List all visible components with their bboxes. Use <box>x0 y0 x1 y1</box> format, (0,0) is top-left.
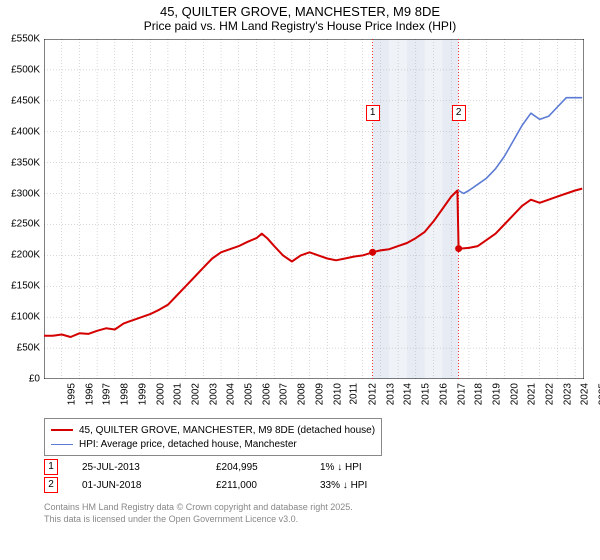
x-axis-label: 2000 <box>155 383 166 405</box>
x-axis-label: 2005 <box>243 383 254 405</box>
y-axis-label: £450K <box>11 95 40 106</box>
y-axis-label: £500K <box>11 64 40 75</box>
transaction-date: 25-JUL-2013 <box>82 462 192 473</box>
attribution-footer: Contains HM Land Registry data © Crown c… <box>44 502 353 525</box>
x-axis-label: 1998 <box>119 383 130 405</box>
x-axis-label: 2022 <box>544 383 555 405</box>
y-axis-label: £300K <box>11 188 40 199</box>
x-axis-label: 2019 <box>491 383 502 405</box>
x-axis-label: 2016 <box>438 383 449 405</box>
footer-line1: Contains HM Land Registry data © Crown c… <box>44 502 353 514</box>
x-axis-label: 2017 <box>456 383 467 405</box>
x-axis-label: 2023 <box>562 383 573 405</box>
x-axis-label: 2012 <box>367 383 378 405</box>
x-axis-label: 1995 <box>66 383 77 405</box>
transaction-row: 1 25-JUL-2013 £204,995 1% ↓ HPI <box>44 458 420 476</box>
line-chart <box>44 39 584 379</box>
legend-swatch <box>51 444 73 445</box>
x-axis-label: 2024 <box>580 383 591 405</box>
x-axis-label: 2011 <box>349 383 360 405</box>
legend-swatch <box>51 429 73 431</box>
y-axis-label: £350K <box>11 157 40 168</box>
x-axis-label: 2006 <box>261 383 272 405</box>
chart-title: 45, QUILTER GROVE, MANCHESTER, M9 8DE Pr… <box>0 0 600 33</box>
transaction-marker: 2 <box>44 477 58 493</box>
x-axis-label: 2018 <box>473 383 484 405</box>
legend-label: 45, QUILTER GROVE, MANCHESTER, M9 8DE (d… <box>79 425 375 436</box>
x-axis-label: 2004 <box>226 383 237 405</box>
legend-item: HPI: Average price, detached house, Manc… <box>51 437 375 451</box>
x-axis-label: 2009 <box>314 383 325 405</box>
transaction-price: £204,995 <box>216 462 296 473</box>
x-axis-label: 2021 <box>527 383 538 405</box>
x-axis-label: 2013 <box>385 383 396 405</box>
x-axis-label: 2014 <box>403 383 414 405</box>
x-axis-label: 1997 <box>102 383 113 405</box>
y-axis-label: £50K <box>17 343 40 354</box>
x-axis-label: 2001 <box>172 383 183 405</box>
x-axis-label: 2008 <box>296 383 307 405</box>
x-axis-label: 2002 <box>190 383 201 405</box>
transaction-marker: 1 <box>44 459 58 475</box>
y-axis-label: £250K <box>11 219 40 230</box>
title-subtitle: Price paid vs. HM Land Registry's House … <box>0 19 600 33</box>
transaction-price: £211,000 <box>216 480 296 491</box>
sale-marker-2: 2 <box>452 105 466 121</box>
transactions-table: 1 25-JUL-2013 £204,995 1% ↓ HPI 2 01-JUN-2018… <box>44 458 420 494</box>
x-axis-label: 2007 <box>279 383 290 405</box>
footer-line2: This data is licensed under the Open Gov… <box>44 514 353 526</box>
transaction-delta: 33% ↓ HPI <box>320 480 420 491</box>
x-axis-label: 2020 <box>509 383 520 405</box>
y-axis-label: £150K <box>11 281 40 292</box>
x-axis-label: 2003 <box>208 383 219 405</box>
legend: 45, QUILTER GROVE, MANCHESTER, M9 8DE (d… <box>44 418 382 456</box>
x-axis-label: 2010 <box>332 383 343 405</box>
x-axis-label: 1999 <box>137 383 148 405</box>
x-axis-label: 2015 <box>420 383 431 405</box>
legend-label: HPI: Average price, detached house, Manc… <box>79 439 297 450</box>
transaction-delta: 1% ↓ HPI <box>320 462 420 473</box>
y-axis-label: £550K <box>11 34 40 45</box>
sale-marker-1: 1 <box>366 105 380 121</box>
y-axis-label: £400K <box>11 126 40 137</box>
y-axis-label: £100K <box>11 312 40 323</box>
y-axis-label: £200K <box>11 250 40 261</box>
x-axis-label: 1996 <box>84 383 95 405</box>
legend-item: 45, QUILTER GROVE, MANCHESTER, M9 8DE (d… <box>51 423 375 437</box>
title-address: 45, QUILTER GROVE, MANCHESTER, M9 8DE <box>0 4 600 19</box>
transaction-row: 2 01-JUN-2018 £211,000 33% ↓ HPI <box>44 476 420 494</box>
transaction-date: 01-JUN-2018 <box>82 480 192 491</box>
chart-area: £0£50K£100K£150K£200K£250K£300K£350K£400… <box>44 39 584 379</box>
y-axis-label: £0 <box>29 374 40 385</box>
